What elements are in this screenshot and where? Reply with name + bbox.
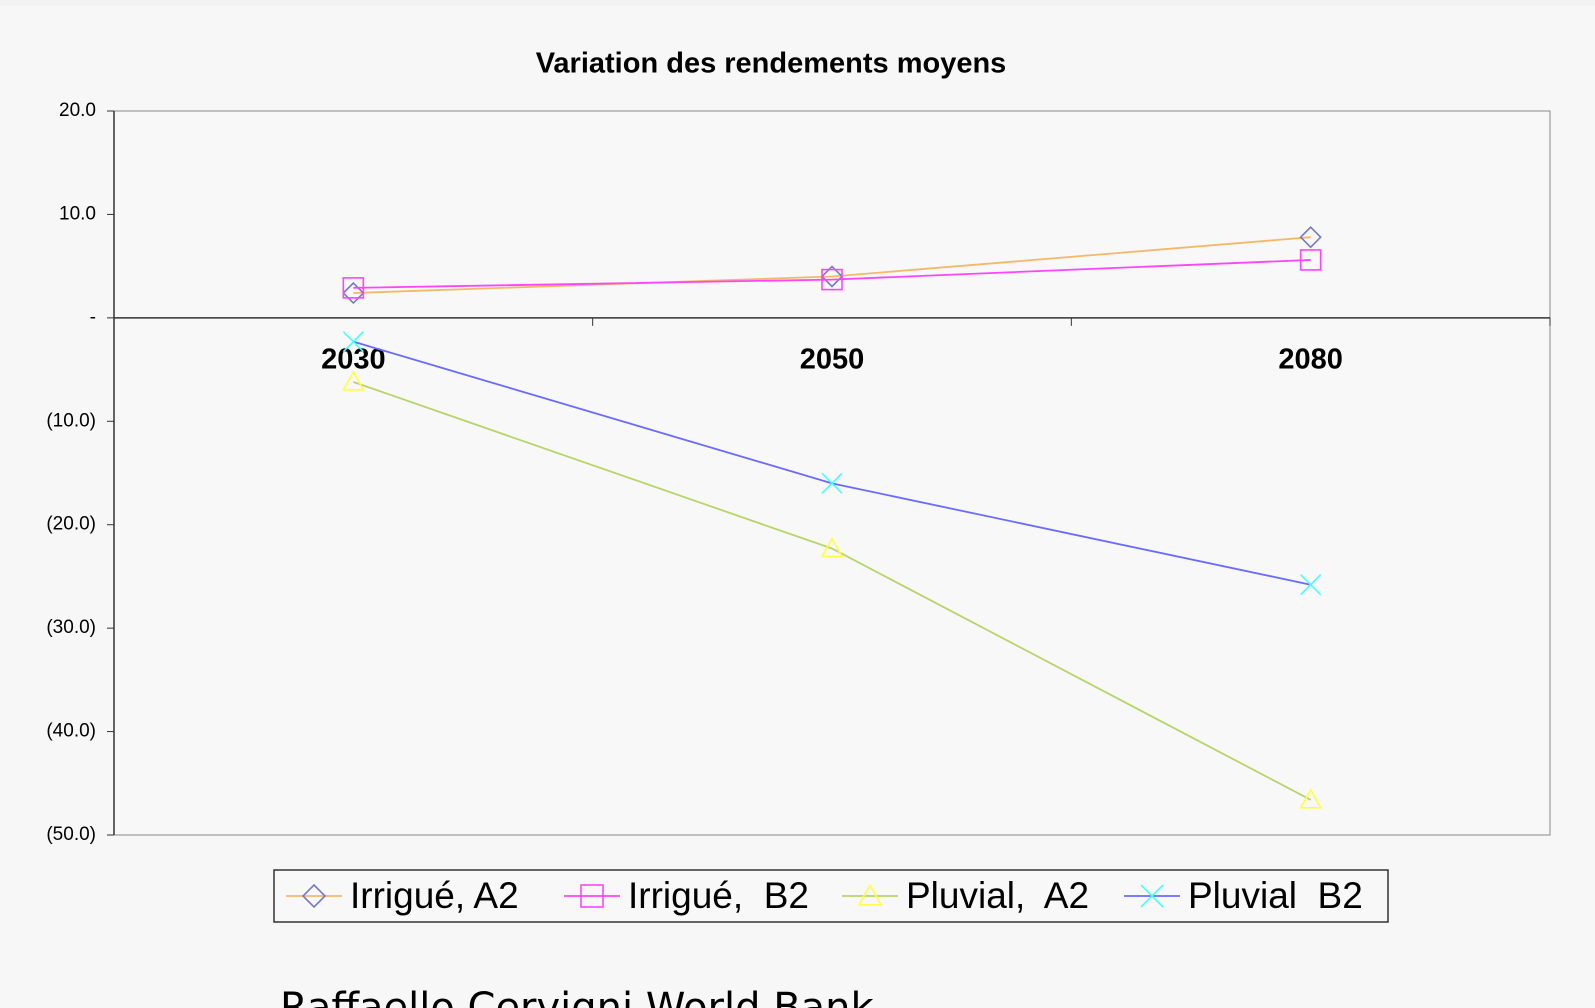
y-tick-label: -	[90, 307, 96, 328]
plot-area	[113, 110, 1551, 836]
y-tick-label: 20.0	[59, 100, 96, 121]
marker	[1299, 226, 1322, 249]
legend-label: Irrigué, A2	[350, 875, 519, 916]
marker	[341, 370, 365, 391]
y-tick-label: 10.0	[59, 203, 96, 224]
marker	[821, 472, 843, 494]
legend-marker	[301, 883, 327, 909]
y-tick-label: (50.0)	[46, 824, 96, 845]
y-tick-label: (30.0)	[46, 617, 96, 638]
legend-label: Pluvial B2	[1188, 875, 1363, 916]
marker	[1300, 574, 1322, 596]
marker	[1299, 249, 1322, 271]
legend-label: Irrigué, B2	[628, 875, 809, 916]
y-tick-label: (40.0)	[46, 721, 96, 742]
series-line	[353, 259, 1311, 289]
x-tick-label: 2080	[1278, 344, 1343, 376]
legend-marker	[857, 883, 883, 906]
legend-marker	[1140, 884, 1164, 908]
legend-marker	[580, 884, 604, 908]
marker	[342, 281, 365, 305]
legend-label: Pluvial, A2	[906, 875, 1089, 916]
y-tick-label: (20.0)	[46, 514, 96, 535]
marker	[820, 265, 844, 288]
y-tick-label: (10.0)	[46, 410, 96, 431]
series-line	[353, 381, 1312, 801]
source: Raffaello Cervigni World Bank	[280, 985, 875, 1008]
marker	[821, 268, 843, 291]
marker	[1299, 788, 1323, 809]
marker	[820, 536, 844, 558]
x-tick-label: 2050	[800, 344, 865, 376]
marker	[342, 331, 364, 353]
marker	[342, 277, 365, 299]
chart-title: Variation des rendements moyens	[536, 48, 1007, 80]
legend-box	[273, 869, 1389, 923]
series-line	[353, 236, 1311, 294]
